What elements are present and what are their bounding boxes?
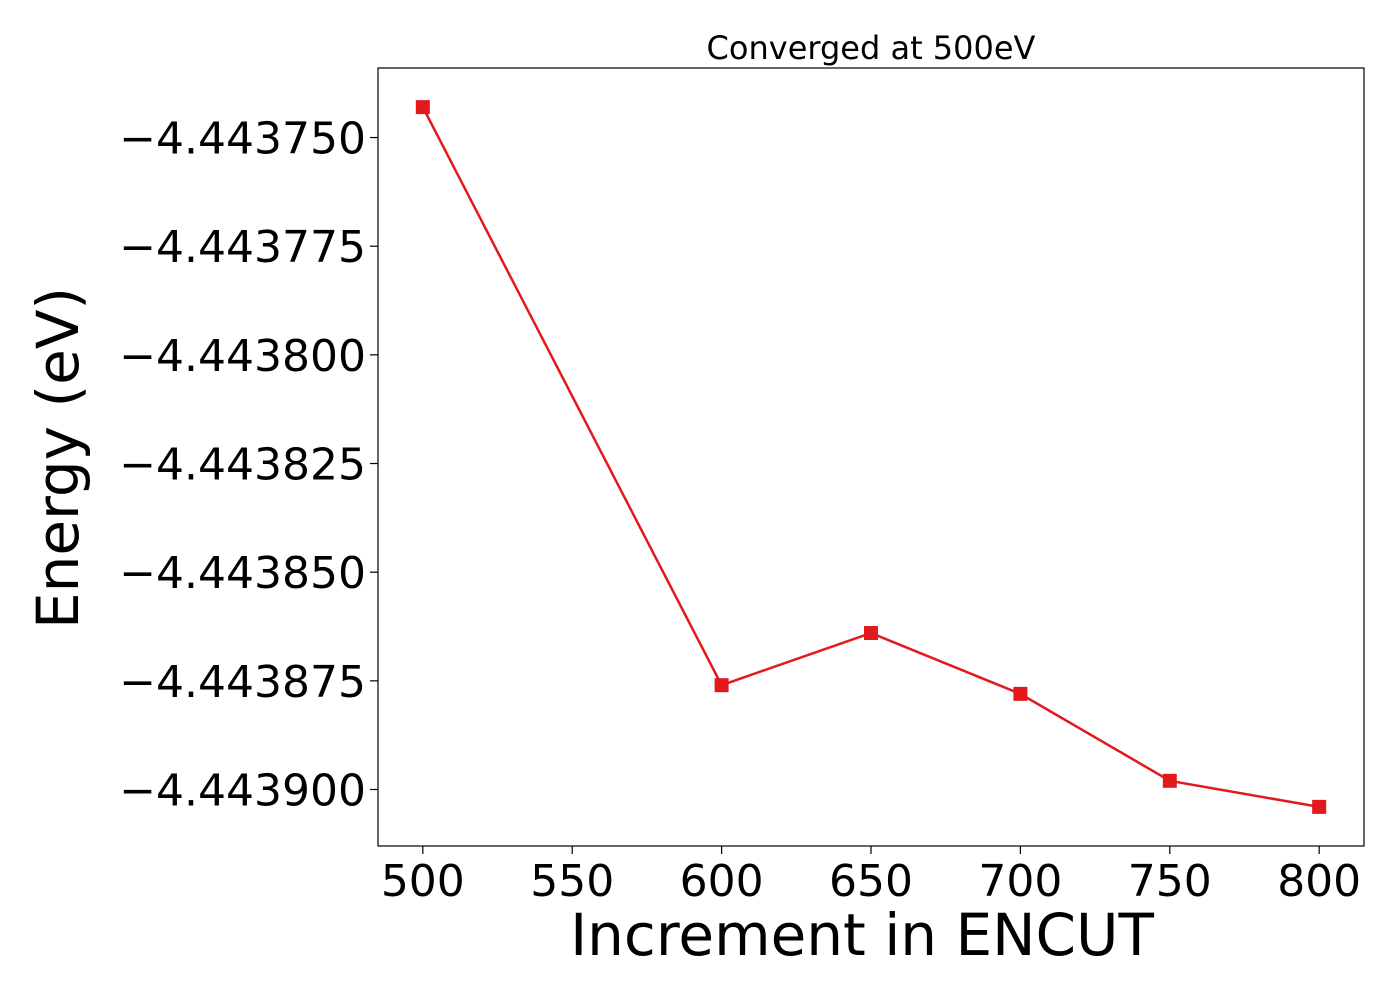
x-tick-label: 700 [978,856,1062,907]
y-tick-label: −4.443825 [119,440,366,491]
data-point [1312,799,1327,814]
data-point [864,626,878,641]
data-point [1013,686,1028,701]
y-tick-label: −4.443775 [119,222,366,273]
series-line [421,106,1320,809]
x-tick-label: 750 [1128,856,1212,907]
y-tick-label: −4.443875 [119,657,366,708]
x-tick-label: 550 [530,856,614,907]
x-tick-label: 500 [381,856,465,907]
y-tick-label: −4.443900 [119,765,366,816]
y-axis: −4.443750 −4.443775 −4.443800 −4.443825 −4.4… [119,114,378,816]
data-point [714,678,729,693]
x-axis: 500 550 600 650 700 750 800 [381,846,1361,907]
chart-title: Converged at 500eV [707,29,1036,67]
data-point [1162,773,1177,788]
x-tick-label: 800 [1277,856,1361,907]
x-tick-label: 600 [680,856,764,907]
x-tick-label: 650 [829,856,913,907]
plot-frame [377,67,1365,847]
x-axis-label: Increment in ENCUT [570,901,1154,969]
y-tick-label: −4.443750 [119,114,366,165]
y-tick-label: −4.443850 [119,548,366,599]
y-axis-label: Energy (eV) [24,287,92,629]
data-point [415,100,430,115]
y-tick-label: −4.443800 [119,331,366,382]
series-layer [415,100,1327,814]
